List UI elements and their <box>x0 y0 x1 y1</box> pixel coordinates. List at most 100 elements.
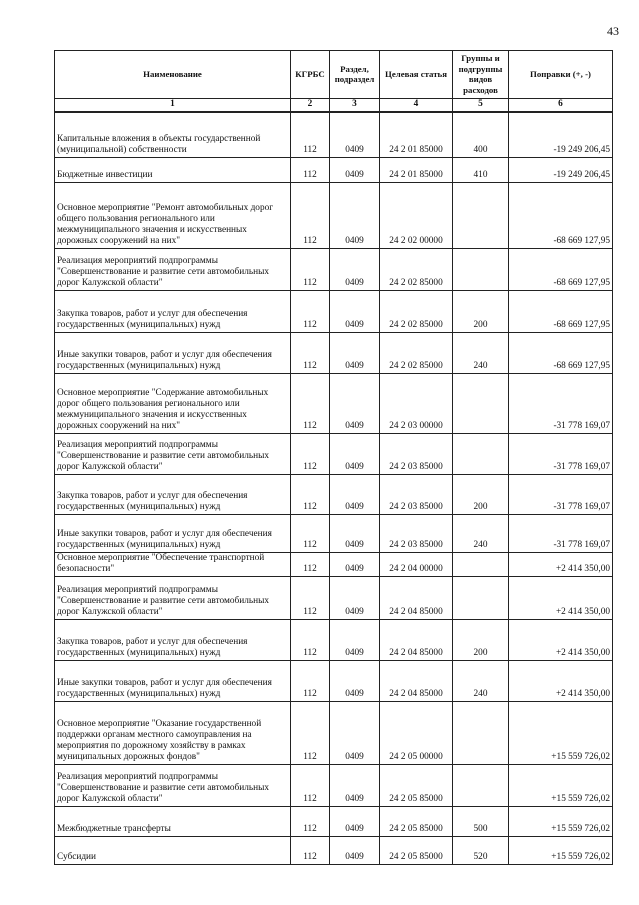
cell-kgrbs: 112 <box>290 835 330 865</box>
column-number: 4 <box>379 98 453 113</box>
cell-name: Реализация мероприятий подпрограммы "Сов… <box>54 763 291 807</box>
cell-section: 0409 <box>329 659 380 702</box>
cell-name: Реализация мероприятий подпрограммы "Сов… <box>54 575 291 620</box>
cell-kgrbs: 112 <box>290 575 330 620</box>
table-row: Основное мероприятие "Оказание государст… <box>54 700 613 765</box>
cell-group: 200 <box>452 618 509 661</box>
header-group: Группы и подгруппы видов расходов <box>452 50 509 99</box>
cell-name: Капитальные вложения в объекты государст… <box>54 111 291 158</box>
table-row: Капитальные вложения в объекты государст… <box>54 111 613 158</box>
cell-name: Основное мероприятие "Оказание государст… <box>54 700 291 765</box>
cell-target: 24 2 02 85000 <box>379 289 453 333</box>
cell-section: 0409 <box>329 181 380 249</box>
header-kgrbs: КГРБС <box>290 50 330 99</box>
cell-kgrbs: 112 <box>290 513 330 553</box>
cell-name: Закупка товаров, работ и услуг для обесп… <box>54 289 291 333</box>
cell-kgrbs: 112 <box>290 618 330 661</box>
cell-amount: -31 778 169,07 <box>508 473 613 515</box>
table-row: Субсидии 112 0409 24 2 05 85000 520 +15 559 7… <box>54 835 613 865</box>
cell-name: Закупка товаров, работ и услуг для обесп… <box>54 473 291 515</box>
cell-group <box>452 700 509 765</box>
cell-section: 0409 <box>329 289 380 333</box>
cell-kgrbs: 112 <box>290 156 330 183</box>
cell-group <box>452 181 509 249</box>
cell-amount: +15 559 726,02 <box>508 835 613 865</box>
cell-amount: -19 249 206,45 <box>508 156 613 183</box>
cell-amount: -68 669 127,95 <box>508 181 613 249</box>
cell-kgrbs: 112 <box>290 289 330 333</box>
cell-section: 0409 <box>329 551 380 577</box>
table-row: Реализация мероприятий подпрограммы "Сов… <box>54 763 613 807</box>
cell-section: 0409 <box>329 473 380 515</box>
column-number: 5 <box>452 98 509 113</box>
cell-amount: +2 414 350,00 <box>508 659 613 702</box>
cell-target: 24 2 04 85000 <box>379 618 453 661</box>
cell-target: 24 2 05 00000 <box>379 700 453 765</box>
table-row: Закупка товаров, работ и услуг для обесп… <box>54 473 613 515</box>
cell-target: 24 2 02 00000 <box>379 181 453 249</box>
cell-kgrbs: 112 <box>290 331 330 374</box>
header-name: Наименование <box>54 50 291 99</box>
cell-kgrbs: 112 <box>290 432 330 475</box>
cell-kgrbs: 112 <box>290 181 330 249</box>
cell-section: 0409 <box>329 513 380 553</box>
cell-group: 500 <box>452 805 509 837</box>
cell-section: 0409 <box>329 575 380 620</box>
cell-target: 24 2 01 85000 <box>379 111 453 158</box>
cell-group: 240 <box>452 513 509 553</box>
cell-target: 24 2 05 85000 <box>379 835 453 865</box>
cell-amount: +2 414 350,00 <box>508 551 613 577</box>
table-row: Бюджетные инвестиции 112 0409 24 2 01 85000… <box>54 156 613 183</box>
cell-amount: +15 559 726,02 <box>508 805 613 837</box>
cell-amount: +15 559 726,02 <box>508 763 613 807</box>
cell-kgrbs: 112 <box>290 763 330 807</box>
column-number: 3 <box>329 98 380 113</box>
cell-amount: -31 778 169,07 <box>508 432 613 475</box>
cell-amount: -68 669 127,95 <box>508 331 613 374</box>
cell-amount: -19 249 206,45 <box>508 111 613 158</box>
cell-name: Реализация мероприятий подпрограммы "Сов… <box>54 432 291 475</box>
table-row: Иные закупки товаров, работ и услуг для … <box>54 331 613 374</box>
table-row: Реализация мероприятий подпрограммы "Сов… <box>54 432 613 475</box>
cell-target: 24 2 03 85000 <box>379 473 453 515</box>
cell-section: 0409 <box>329 763 380 807</box>
cell-section: 0409 <box>329 618 380 661</box>
cell-kgrbs: 112 <box>290 805 330 837</box>
cell-name: Основное мероприятие "Содержание автомоб… <box>54 372 291 434</box>
cell-target: 24 2 05 85000 <box>379 763 453 807</box>
cell-kgrbs: 112 <box>290 111 330 158</box>
cell-amount: +2 414 350,00 <box>508 618 613 661</box>
cell-target: 24 2 03 85000 <box>379 432 453 475</box>
table-row: Основное мероприятие "Обеспечение трансп… <box>54 551 613 577</box>
cell-name: Субсидии <box>54 835 291 865</box>
cell-section: 0409 <box>329 111 380 158</box>
cell-target: 24 2 03 00000 <box>379 372 453 434</box>
header-amount: Поправки (+, -) <box>508 50 613 99</box>
cell-group: 200 <box>452 473 509 515</box>
cell-amount: +2 414 350,00 <box>508 575 613 620</box>
cell-section: 0409 <box>329 372 380 434</box>
cell-group <box>452 575 509 620</box>
cell-group: 200 <box>452 289 509 333</box>
page-number: 43 <box>607 24 619 38</box>
table-row: Закупка товаров, работ и услуг для обесп… <box>54 618 613 661</box>
cell-kgrbs: 112 <box>290 700 330 765</box>
table-row: Реализация мероприятий подпрограммы "Сов… <box>54 575 613 620</box>
cell-section: 0409 <box>329 835 380 865</box>
table-row: Закупка товаров, работ и услуг для обесп… <box>54 289 613 333</box>
cell-amount: +15 559 726,02 <box>508 700 613 765</box>
column-number: 2 <box>290 98 330 113</box>
header-target: Целевая статья <box>379 50 453 99</box>
cell-target: 24 2 05 85000 <box>379 805 453 837</box>
cell-target: 24 2 02 85000 <box>379 247 453 291</box>
cell-group: 240 <box>452 659 509 702</box>
cell-kgrbs: 112 <box>290 551 330 577</box>
cell-group: 410 <box>452 156 509 183</box>
cell-target: 24 2 04 00000 <box>379 551 453 577</box>
cell-amount: -68 669 127,95 <box>508 289 613 333</box>
cell-group <box>452 372 509 434</box>
cell-name: Бюджетные инвестиции <box>54 156 291 183</box>
cell-section: 0409 <box>329 156 380 183</box>
cell-group <box>452 432 509 475</box>
table-row: Иные закупки товаров, работ и услуг для … <box>54 513 613 553</box>
